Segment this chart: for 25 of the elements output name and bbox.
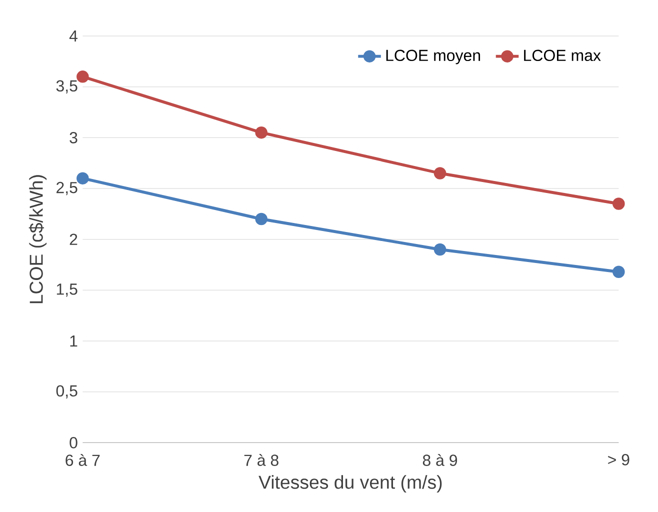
legend-label: LCOE moyen	[386, 50, 480, 64]
legend-label: LCOE max	[524, 50, 601, 62]
y-tick-label: 4	[69, 30, 78, 42]
x-axis-title: Vitesses du vent (m/s)	[258, 475, 442, 493]
y-tick-label: 0	[70, 437, 78, 448]
y-axis-title: LCOE (c$/kWh)	[28, 175, 47, 304]
x-tick-label: > 9	[608, 454, 630, 466]
x-tick-label: 8 à 9	[422, 454, 458, 466]
point	[434, 167, 446, 180]
point	[76, 172, 89, 184]
y-tick-label: 0,5	[56, 385, 78, 398]
y-tick-label: 3,5	[56, 80, 78, 94]
y-tick-label: 1	[70, 336, 78, 347]
point	[255, 126, 268, 139]
point	[612, 266, 625, 278]
y-tick-label: 2	[70, 234, 78, 245]
point	[434, 243, 446, 256]
x-tick-label: 6 à 7	[66, 454, 100, 466]
point	[76, 70, 89, 83]
y-tick-label: 2,5	[56, 182, 78, 196]
y-tick-label: 3	[70, 132, 78, 144]
x-tick-label: 7 à 8	[244, 454, 278, 466]
point	[255, 212, 268, 226]
point	[612, 198, 625, 210]
y-tick-label: 1,5	[56, 284, 78, 297]
